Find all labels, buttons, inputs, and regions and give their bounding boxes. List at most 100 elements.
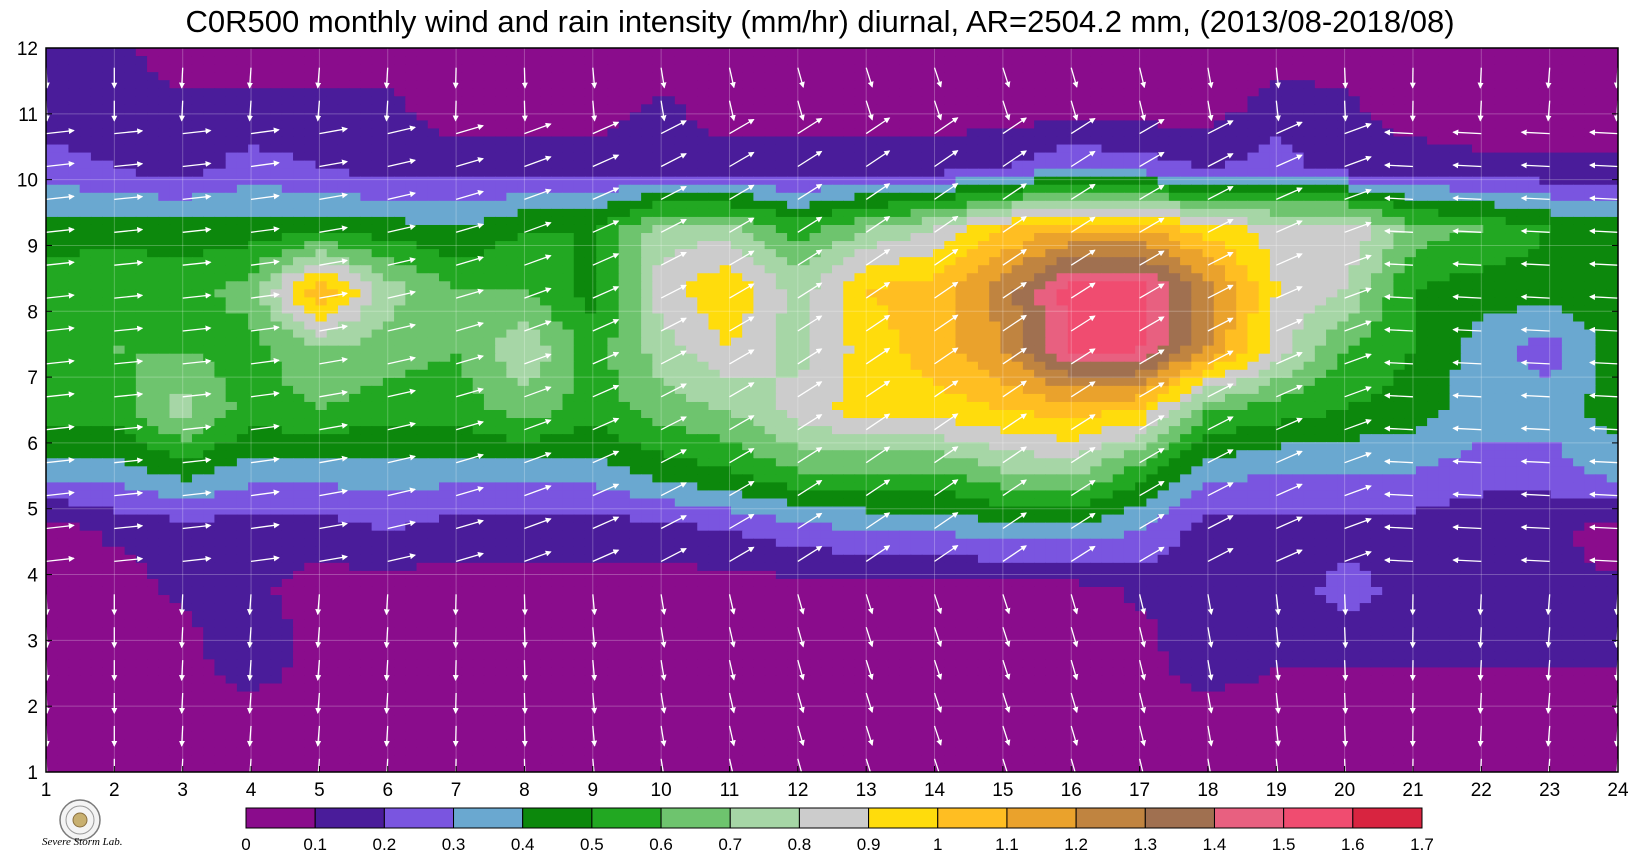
heat-cell — [315, 281, 328, 290]
heat-cell — [360, 128, 373, 138]
heat-cell — [270, 297, 283, 307]
heat-cell — [225, 168, 238, 178]
heat-cell — [203, 112, 216, 121]
heat-cell — [1034, 241, 1046, 250]
heat-cell — [1022, 289, 1035, 298]
heat-cell — [629, 313, 642, 323]
heat-cell — [764, 176, 777, 186]
heat-cell — [899, 152, 912, 162]
heat-cell — [977, 249, 990, 258]
heat-cell — [1370, 257, 1383, 266]
heat-cell — [1595, 72, 1608, 81]
heat-cell — [382, 56, 395, 65]
heat-cell — [427, 224, 440, 234]
heat-cell — [135, 128, 148, 138]
heat-cell — [427, 144, 440, 154]
heat-cell — [933, 152, 945, 162]
heat-cell — [966, 120, 979, 130]
heat-cell — [1460, 88, 1473, 97]
heat-cell — [843, 80, 856, 89]
heat-cell — [1168, 128, 1181, 138]
heat-cell — [562, 104, 575, 113]
heat-cell — [472, 313, 485, 323]
heat-cell — [90, 112, 103, 121]
heat-cell — [551, 329, 564, 339]
heat-cell — [1236, 297, 1249, 307]
heat-cell — [304, 281, 317, 290]
heat-cell — [203, 216, 216, 226]
heat-cell — [910, 192, 923, 202]
heat-cell — [809, 152, 822, 162]
heat-cell — [203, 160, 216, 170]
heat-cell — [1314, 72, 1327, 81]
heat-cell — [1337, 233, 1350, 242]
heat-cell — [337, 297, 350, 307]
heat-cell — [1146, 281, 1159, 290]
heat-cell — [124, 200, 137, 210]
heat-cell — [562, 321, 575, 331]
heat-cell — [259, 265, 272, 274]
heat-cell — [1303, 80, 1316, 89]
heat-cell — [730, 112, 743, 121]
heat-cell — [1472, 80, 1484, 89]
heat-cell — [135, 64, 148, 73]
heat-cell — [641, 273, 653, 282]
heat-cell — [584, 289, 597, 298]
heat-cell — [1157, 257, 1170, 266]
heat-cell — [1528, 136, 1540, 146]
heat-cell — [90, 281, 103, 290]
heat-cell — [1382, 104, 1395, 113]
heat-cell — [326, 241, 339, 250]
heat-cell — [1516, 216, 1529, 226]
heat-cell — [506, 224, 519, 234]
heat-cell — [674, 273, 687, 282]
heat-cell — [495, 184, 507, 194]
heat-cell — [248, 208, 260, 218]
heat-cell — [1269, 88, 1282, 97]
heat-cell — [450, 208, 463, 218]
heat-cell — [1528, 233, 1540, 242]
heat-cell — [573, 265, 586, 274]
heat-cell — [618, 120, 631, 130]
heat-cell — [191, 321, 204, 331]
heat-cell — [944, 273, 957, 282]
heat-cell — [584, 241, 597, 250]
heat-cell — [629, 273, 642, 282]
heat-cell — [124, 152, 137, 162]
heat-cell — [686, 192, 698, 202]
heat-cell — [1034, 329, 1046, 339]
heat-cell — [1011, 104, 1024, 113]
heat-cell — [304, 176, 317, 186]
heat-cell — [865, 208, 878, 218]
heat-cell — [686, 96, 698, 105]
heat-cell — [1236, 321, 1249, 331]
heat-cell — [68, 313, 81, 323]
heat-cell — [1258, 72, 1271, 81]
heat-cell — [1539, 257, 1552, 266]
heat-cell — [742, 224, 754, 234]
heat-cell — [517, 273, 530, 282]
heat-cell — [1112, 241, 1125, 250]
heat-cell — [135, 80, 148, 89]
heat-cell — [1269, 224, 1282, 234]
heat-cell — [686, 216, 698, 226]
heat-cell — [225, 257, 238, 266]
heat-cell — [1314, 144, 1327, 154]
heat-cell — [349, 184, 361, 194]
heat-cell — [719, 249, 732, 258]
heat-cell — [102, 136, 114, 146]
heat-cell — [113, 80, 126, 89]
heat-cell — [1123, 289, 1136, 298]
heat-cell — [461, 112, 474, 121]
heat-cell — [1123, 216, 1136, 226]
heat-cell — [405, 104, 418, 113]
heat-cell — [1382, 249, 1395, 258]
heat-cell — [596, 208, 609, 218]
heat-cell — [1303, 265, 1316, 274]
heat-cell — [888, 96, 900, 105]
heat-cell — [910, 96, 923, 105]
heat-cell — [1303, 321, 1316, 331]
heat-cell — [1483, 152, 1496, 162]
heat-cell — [1123, 265, 1136, 274]
heat-cell — [225, 321, 238, 331]
